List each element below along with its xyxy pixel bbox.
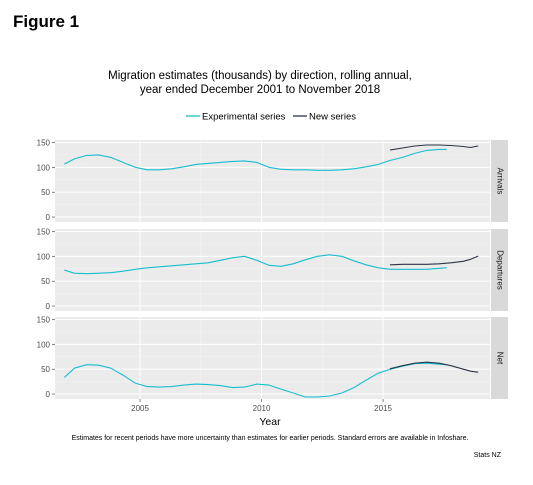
facet-strip (491, 229, 508, 311)
y-tick-label: 100 (37, 163, 51, 172)
x-axis-title: Year (259, 416, 281, 428)
chart-title: Migration estimates (thousands) by direc… (108, 70, 412, 82)
y-tick-label: 100 (37, 252, 51, 261)
y-tick-label: 100 (37, 340, 51, 349)
facet-strip-label: Departures (495, 250, 504, 290)
legend-label: New series (309, 112, 356, 123)
y-tick-label: 50 (41, 188, 50, 197)
y-tick-label: 50 (41, 277, 50, 286)
chart-source: Stats NZ (474, 452, 502, 459)
x-tick-label: 2010 (253, 404, 271, 413)
y-tick-label: 0 (46, 390, 51, 399)
panel-background (55, 140, 490, 222)
series-line-departures-new (389, 255, 479, 266)
x-tick-label: 2015 (374, 404, 392, 413)
facet-strip (491, 317, 508, 399)
y-tick-label: 150 (37, 138, 51, 147)
chart-caption: Estimates for recent periods have more u… (72, 435, 469, 442)
panel-departures: 0 50 100 150 Departures (37, 227, 508, 311)
figure-label: Figure 1 (13, 12, 80, 31)
chart-subtitle: year ended December 2001 to November 201… (140, 84, 380, 96)
facet-strip-label: Net (495, 352, 504, 365)
x-tick-label: 2005 (131, 404, 149, 413)
y-tick-label: 150 (37, 315, 51, 324)
y-tick-label: 50 (41, 365, 50, 374)
y-tick-label: 0 (46, 213, 51, 222)
series-line-departures-experimental (64, 254, 447, 275)
panel-background (55, 317, 490, 399)
panel-arrivals: 0 50 100 150 Arrivals (37, 138, 508, 222)
legend-label: Experimental series (202, 112, 286, 123)
chart-panels: 0 50 100 150 Arrivals 0 50 100 150 Departures 0 50 1… (37, 138, 508, 413)
panel-background (55, 229, 490, 311)
y-tick-label: 150 (37, 227, 51, 236)
facet-strip-label: Arrivals (495, 168, 504, 195)
series-line-arrivals-new (389, 144, 479, 151)
series-line-net-new (389, 361, 479, 373)
chart-legend: Experimental series New series (186, 112, 356, 123)
panel-net: 0 50 100 150 Net (37, 315, 508, 399)
facet-strip (491, 140, 508, 222)
y-tick-label: 0 (46, 302, 51, 311)
series-line-arrivals-experimental (64, 148, 447, 171)
series-line-net-experimental (64, 362, 447, 398)
